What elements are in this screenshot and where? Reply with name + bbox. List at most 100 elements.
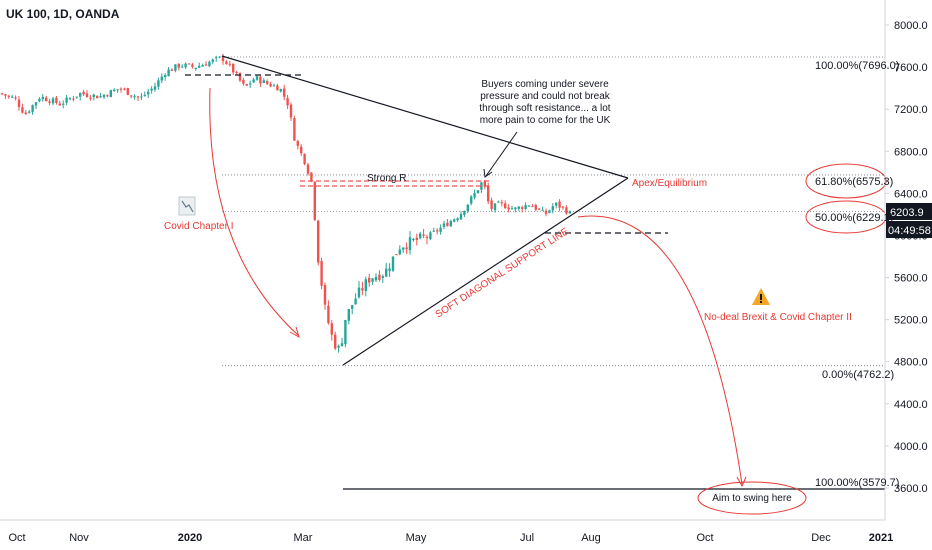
time-tick-label: Oct [696, 532, 713, 544]
candle-body [548, 210, 551, 213]
candle-body [92, 94, 95, 98]
candle-body [408, 237, 412, 251]
candle-body [453, 219, 456, 222]
candle-body [150, 88, 153, 91]
candle-body [289, 104, 293, 118]
candle-body [279, 88, 282, 92]
candle-body [340, 343, 344, 347]
candle-body [432, 230, 435, 232]
price-tick-label: 3600.0 [894, 483, 928, 495]
candle-body [500, 202, 503, 204]
candle-body [425, 236, 429, 238]
candle-body [466, 204, 469, 211]
candle-body [551, 206, 554, 211]
candle-body [439, 227, 442, 232]
candle-body [126, 88, 129, 95]
candle-body [381, 276, 384, 278]
support-trendline[interactable] [342, 177, 629, 366]
candle-body [357, 287, 361, 298]
candle-body [55, 97, 58, 103]
candle-body [201, 65, 204, 67]
candle-body [238, 72, 242, 81]
candle-body [538, 208, 541, 210]
candle-body [510, 208, 514, 210]
buyers-note-line-4: more pain to come for the UK [480, 115, 611, 126]
candle-body [262, 80, 265, 84]
candle-body [235, 72, 238, 74]
candle-body [225, 61, 228, 65]
candle-body [143, 94, 146, 96]
candle-body [473, 193, 476, 198]
candle-body [541, 209, 544, 211]
candle-body [429, 232, 432, 240]
candle-body [419, 233, 422, 239]
candle-body [480, 182, 483, 190]
candle-body [521, 207, 524, 210]
fibonacci-layer [222, 56, 885, 367]
forecast-arrowhead [736, 476, 747, 488]
candle-body [269, 83, 272, 87]
candle-body [11, 96, 14, 98]
candle-body [561, 206, 565, 208]
candle-body [34, 102, 38, 106]
candle-body [187, 63, 191, 65]
symbol-title: UK 100, 1D, OANDA [6, 7, 120, 21]
candle-body [306, 164, 310, 174]
candle-body [259, 76, 262, 84]
candle-body [283, 88, 286, 97]
candle-body [41, 96, 44, 100]
candle-body [208, 61, 211, 67]
time-axis[interactable]: Oct Nov 2020 Mar May Jul Aug Oct Dec 2021 [8, 532, 893, 544]
candle-body [96, 95, 99, 99]
candle-body [395, 254, 398, 256]
candle-body [310, 172, 313, 181]
candle-body [368, 277, 371, 283]
candle-body [48, 101, 51, 103]
time-tick-label: Aug [581, 532, 601, 544]
candle-body [300, 146, 303, 154]
candle-body [133, 96, 136, 98]
price-tick-label: 4800.0 [894, 357, 928, 369]
warning-icon [752, 288, 770, 305]
upper-trendline[interactable] [221, 55, 629, 179]
candle-body [191, 64, 194, 67]
time-tick-label: 2021 [869, 532, 893, 544]
price-tick-label: 6800.0 [894, 146, 928, 158]
time-tick-label: Oct [8, 532, 25, 544]
candle-body [184, 63, 187, 68]
candle-body [221, 55, 225, 62]
forecast-arrow [577, 215, 743, 485]
countdown-tag [886, 221, 932, 238]
price-axis[interactable]: 8000.07600.07200.06800.06400.06000.05600… [885, 20, 928, 495]
candle-body [130, 95, 133, 97]
target-label: Aim to swing here [712, 493, 792, 504]
candle-body [296, 140, 299, 146]
candle-body [252, 79, 255, 83]
candle-body [351, 305, 354, 309]
candle-body [320, 261, 323, 286]
candle-body [334, 334, 337, 349]
candle-body [504, 203, 507, 209]
candle-body [68, 98, 72, 100]
candle-body [323, 284, 327, 305]
candle-body [266, 81, 269, 84]
buyers-note-line-2: pressure and could not break [480, 91, 611, 102]
covid-2-label: No-deal Brexit & Covid Chapter II [704, 312, 852, 323]
fib-100-bottom-label: 100.00%(3579.7) [815, 477, 899, 489]
candle-body [364, 279, 367, 291]
candle-body [276, 85, 279, 91]
candle-body [38, 98, 41, 102]
candle-body [255, 76, 259, 80]
candle-body [21, 107, 24, 113]
candle-body [79, 92, 82, 97]
candle-body [405, 247, 408, 250]
candle-body [62, 103, 65, 105]
candle-body [147, 91, 150, 95]
candle-body [65, 97, 68, 103]
candle-body [58, 103, 61, 106]
time-tick-label: Mar [294, 532, 313, 544]
candle-body [194, 67, 197, 69]
fib-618-label: 61.80%(6575.3) [815, 176, 893, 188]
candle-body [517, 206, 520, 209]
